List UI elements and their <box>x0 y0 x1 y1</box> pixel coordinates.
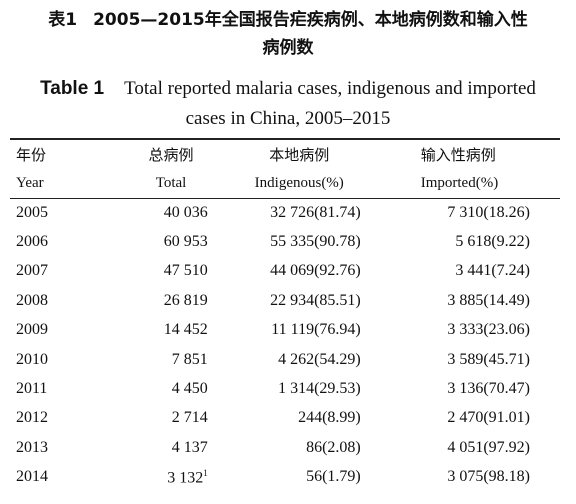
table-header-rule <box>10 198 560 199</box>
header-indigenous-cn: 本地病例 <box>269 146 330 164</box>
table-row: 2009 14 452 11 119(76.94) 3 333(23.06) <box>10 316 560 345</box>
header-total-en: Total <box>155 175 187 191</box>
cell-imported: 5 618(9.22) <box>455 233 530 251</box>
cell-imported: 7 310(18.26) <box>447 203 530 221</box>
table-row: 2008 26 819 22 934(85.51) 3 885(14.49) <box>10 286 560 315</box>
cell-total: 4 137 <box>171 438 208 456</box>
table-row: 2007 47 510 44 069(92.76) 3 441(7.24) <box>10 257 560 286</box>
table-row: 2006 60 953 55 335(90.78) 5 618(9.22) <box>10 227 560 256</box>
cell-indigenous: 55 335(90.78) <box>270 233 361 251</box>
cell-imported: 3 589(45.71) <box>447 350 530 368</box>
title-english-line2: cases in China, 2005–2015 <box>185 108 391 129</box>
table-top-rule <box>10 138 560 140</box>
cell-year: 2010 <box>16 350 48 368</box>
cell-imported: 4 051(97.92) <box>447 438 530 456</box>
cell-imported: 3 136(70.47) <box>447 380 530 398</box>
malaria-cases-table: 年份 总病例 本地病例 输入性病例 Year Total Indigenous(… <box>10 140 560 492</box>
cell-year: 2005 <box>16 203 48 221</box>
cell-total: 3 1321 <box>84 463 208 492</box>
cell-total: 26 819 <box>163 291 208 309</box>
cell-total: 60 953 <box>163 233 208 251</box>
header-year-cn: 年份 <box>16 146 47 164</box>
table-row: 2013 4 137 86(2.08) 4 051(97.92) <box>10 433 560 462</box>
header-indigenous-en: Indigenous(%) <box>254 175 344 191</box>
table-title-chinese: 表1 2005—2015年全国报告疟疾病例、本地病例数和输入性 病例数 <box>0 6 576 62</box>
cell-indigenous: 4 262(54.29) <box>278 350 361 368</box>
cell-total: 7 851 <box>171 350 208 368</box>
cell-year: 2011 <box>16 380 48 398</box>
cell-indigenous: 22 934(85.51) <box>270 291 361 309</box>
table-row: 2012 2 714 244(8.99) 2 470(91.01) <box>10 404 560 433</box>
header-imported-en: Imported(%) <box>420 175 499 191</box>
cell-imported: 3 075(98.18) <box>447 468 530 486</box>
header-total-cn: 总病例 <box>148 146 194 164</box>
title-english-line1: Total reported malaria cases, indigenous… <box>124 78 536 99</box>
table-row: 2010 7 851 4 262(54.29) 3 589(45.71) <box>10 345 560 374</box>
cell-indigenous: 86(2.08) <box>306 438 361 456</box>
title-chinese-line1: 2005—2015年全国报告疟疾病例、本地病例数和输入性 <box>93 10 528 30</box>
table-row: 2014 3 1321 56(1.79) 3 075(98.18) <box>10 463 560 492</box>
cell-indigenous: 244(8.99) <box>298 409 361 427</box>
cell-indigenous: 1 314(29.53) <box>278 380 361 398</box>
cell-total: 47 510 <box>163 262 208 280</box>
table-label-chinese: 表1 <box>48 10 78 30</box>
cell-total: 4 450 <box>171 380 208 398</box>
header-imported-cn: 输入性病例 <box>420 146 496 164</box>
cell-year: 2013 <box>16 438 48 456</box>
cell-year: 2007 <box>16 262 48 280</box>
table-title-english: Table 1 Total reported malaria cases, ind… <box>0 74 576 134</box>
cell-imported: 3 333(23.06) <box>447 321 530 339</box>
cell-year: 2008 <box>16 291 48 309</box>
cell-year: 2009 <box>16 321 48 339</box>
cell-imported: 2 470(91.01) <box>447 409 530 427</box>
cell-indigenous: 56(1.79) <box>306 468 361 486</box>
cell-total: 40 036 <box>163 203 208 221</box>
table-label-english: Table 1 <box>40 78 105 99</box>
header-year-en: Year <box>16 175 44 191</box>
cell-indigenous: 44 069(92.76) <box>270 262 361 280</box>
cell-indigenous: 11 119(76.94) <box>271 321 361 339</box>
header-row-english: Year Total Indigenous(%) Imported(%) <box>10 169 560 198</box>
cell-imported: 3 441(7.24) <box>455 262 530 280</box>
footnote-marker: 1 <box>203 467 208 478</box>
cell-year: 2006 <box>16 233 48 251</box>
cell-indigenous: 32 726(81.74) <box>270 203 361 221</box>
table-row: 2005 40 036 32 726(81.74) 7 310(18.26) <box>10 198 560 227</box>
cell-total: 2 714 <box>171 409 208 427</box>
table-row: 2011 4 450 1 314(29.53) 3 136(70.47) <box>10 374 560 403</box>
cell-total-value: 3 132 <box>167 468 204 486</box>
title-chinese-line2: 病例数 <box>262 38 314 58</box>
cell-year: 2014 <box>16 468 48 486</box>
cell-year: 2012 <box>16 409 48 427</box>
cell-imported: 3 885(14.49) <box>447 291 530 309</box>
cell-total: 14 452 <box>163 321 208 339</box>
header-row-chinese: 年份 总病例 本地病例 输入性病例 <box>10 140 560 169</box>
